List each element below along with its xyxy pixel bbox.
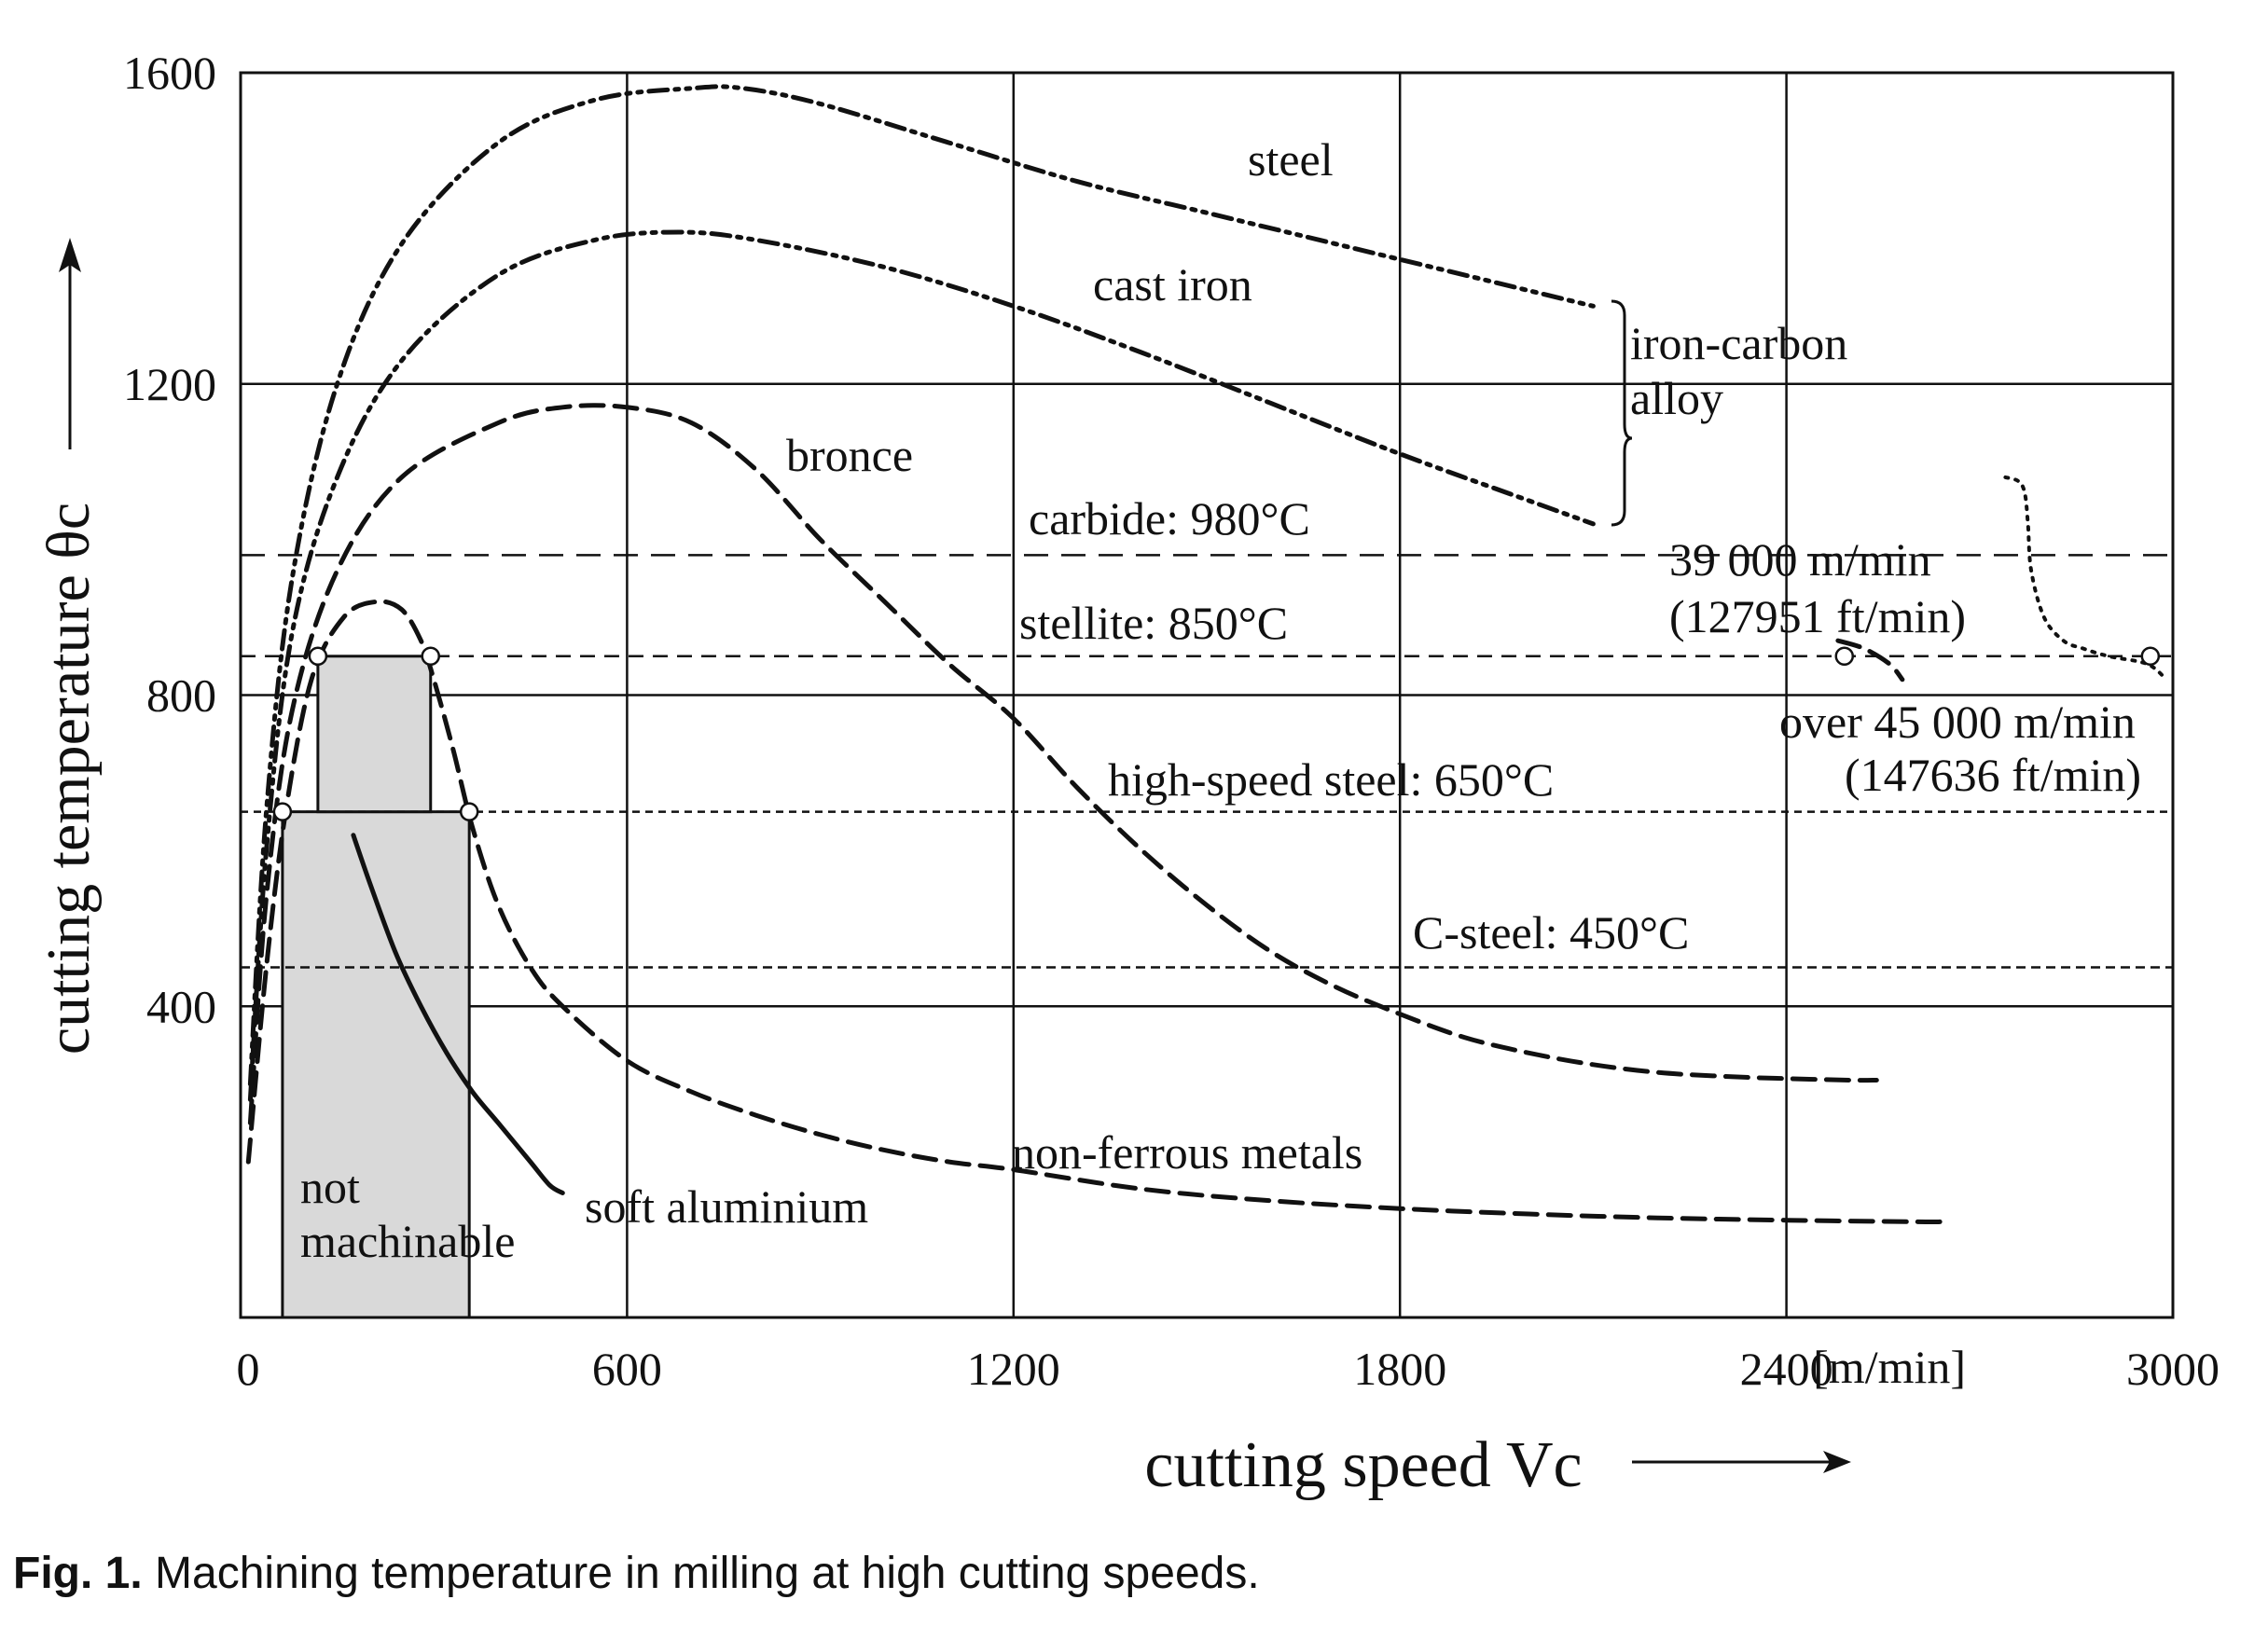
x-tick-label-1200: 1200 bbox=[967, 1343, 1060, 1395]
iron-carbon-bracket bbox=[1611, 299, 1633, 527]
y-ticks: 400 800 1200 1600 bbox=[123, 47, 216, 1032]
x-tick-label-1800: 1800 bbox=[1353, 1343, 1446, 1395]
annotation-not: not bbox=[300, 1161, 360, 1213]
x-axis-title: cutting speed Vc bbox=[1144, 1429, 1582, 1501]
reference-label-c-steel-450-c: C-steel: 450°C bbox=[1413, 906, 1689, 958]
series-line-cast-iron bbox=[247, 229, 1596, 1102]
annotation-alloy: alloy bbox=[1630, 372, 1723, 424]
series-line-39-000-m-min bbox=[1835, 638, 1905, 683]
x-axis-unit: [m/min] bbox=[1813, 1341, 1966, 1393]
series-line-bronce bbox=[247, 403, 1879, 1125]
axis-titles: cutting speed Vc cutting temperature θc bbox=[35, 238, 1851, 1501]
caption-label: Fig. 1. bbox=[13, 1549, 143, 1598]
series-lines bbox=[245, 84, 2169, 1225]
intersection-markers bbox=[272, 646, 2161, 821]
region-block-1 bbox=[316, 655, 433, 814]
reference-label-stellite-850-c: stellite: 850°C bbox=[1019, 597, 1288, 649]
series-line-steel bbox=[247, 84, 1596, 1087]
x-tick-label-0: 0 bbox=[237, 1343, 260, 1395]
series-line-over-45-000-m-min bbox=[2003, 475, 2169, 682]
figure-caption: Fig. 1. Machining temperature in milling… bbox=[13, 1548, 1260, 1599]
y-axis-arrow-head bbox=[59, 238, 81, 272]
x-tick-label-600: 600 bbox=[592, 1343, 662, 1395]
series-line-soft-aluminium bbox=[351, 833, 565, 1195]
y-tick-label-1600: 1600 bbox=[123, 47, 216, 99]
intersection-marker-4 bbox=[1834, 646, 1855, 667]
annotation-soft-aluminium: soft aluminium bbox=[585, 1180, 868, 1233]
x-tick-label-3000: 3000 bbox=[2126, 1343, 2220, 1395]
annotation-iron-carbon: iron-carbon bbox=[1630, 317, 1847, 369]
annotation-steel: steel bbox=[1248, 133, 1334, 186]
x-axis-arrow-head bbox=[1823, 1451, 1851, 1473]
y-tick-label-1200: 1200 bbox=[123, 358, 216, 410]
intersection-marker-0 bbox=[272, 802, 293, 821]
annotation-machinable: machinable bbox=[300, 1215, 515, 1267]
annotation-39-000-m-min: 39 000 m/min bbox=[1669, 533, 1931, 586]
series-line-non-ferrous-metals bbox=[245, 599, 1943, 1225]
reference-label-high-speed-steel-650-c: high-speed steel: 650°C bbox=[1108, 753, 1554, 806]
x-ticks: 0 600 1200 1800 2400 3000 [m/min] bbox=[237, 1341, 2220, 1395]
intersection-marker-1 bbox=[308, 646, 328, 667]
caption-text: Machining temperature in milling at high… bbox=[142, 1549, 1260, 1598]
annotation-147636-ft-min: (147636 ft/min) bbox=[1845, 749, 2141, 801]
y-axis-title: cutting temperature θc bbox=[35, 503, 103, 1055]
annotation-bronce: bronce bbox=[786, 429, 913, 481]
intersection-marker-3 bbox=[459, 802, 479, 821]
y-tick-label-400: 400 bbox=[146, 980, 216, 1032]
y-tick-label-800: 800 bbox=[146, 669, 216, 722]
intersection-marker-2 bbox=[421, 646, 440, 667]
plot-frame bbox=[239, 71, 2175, 1319]
annotation-over-45-000-m-min: over 45 000 m/min bbox=[1779, 696, 2136, 748]
reference-label-carbide-980-c: carbide: 980°C bbox=[1029, 492, 1310, 545]
annotation-cast-iron: cast iron bbox=[1093, 258, 1252, 310]
x-tick-label-2400: 2400 bbox=[1740, 1343, 1833, 1395]
annotation-127951-ft-min: (127951 ft/min) bbox=[1669, 590, 1966, 642]
intersection-marker-5 bbox=[2140, 646, 2161, 667]
annotation-non-ferrous-metals: non-ferrous metals bbox=[1012, 1126, 1362, 1179]
